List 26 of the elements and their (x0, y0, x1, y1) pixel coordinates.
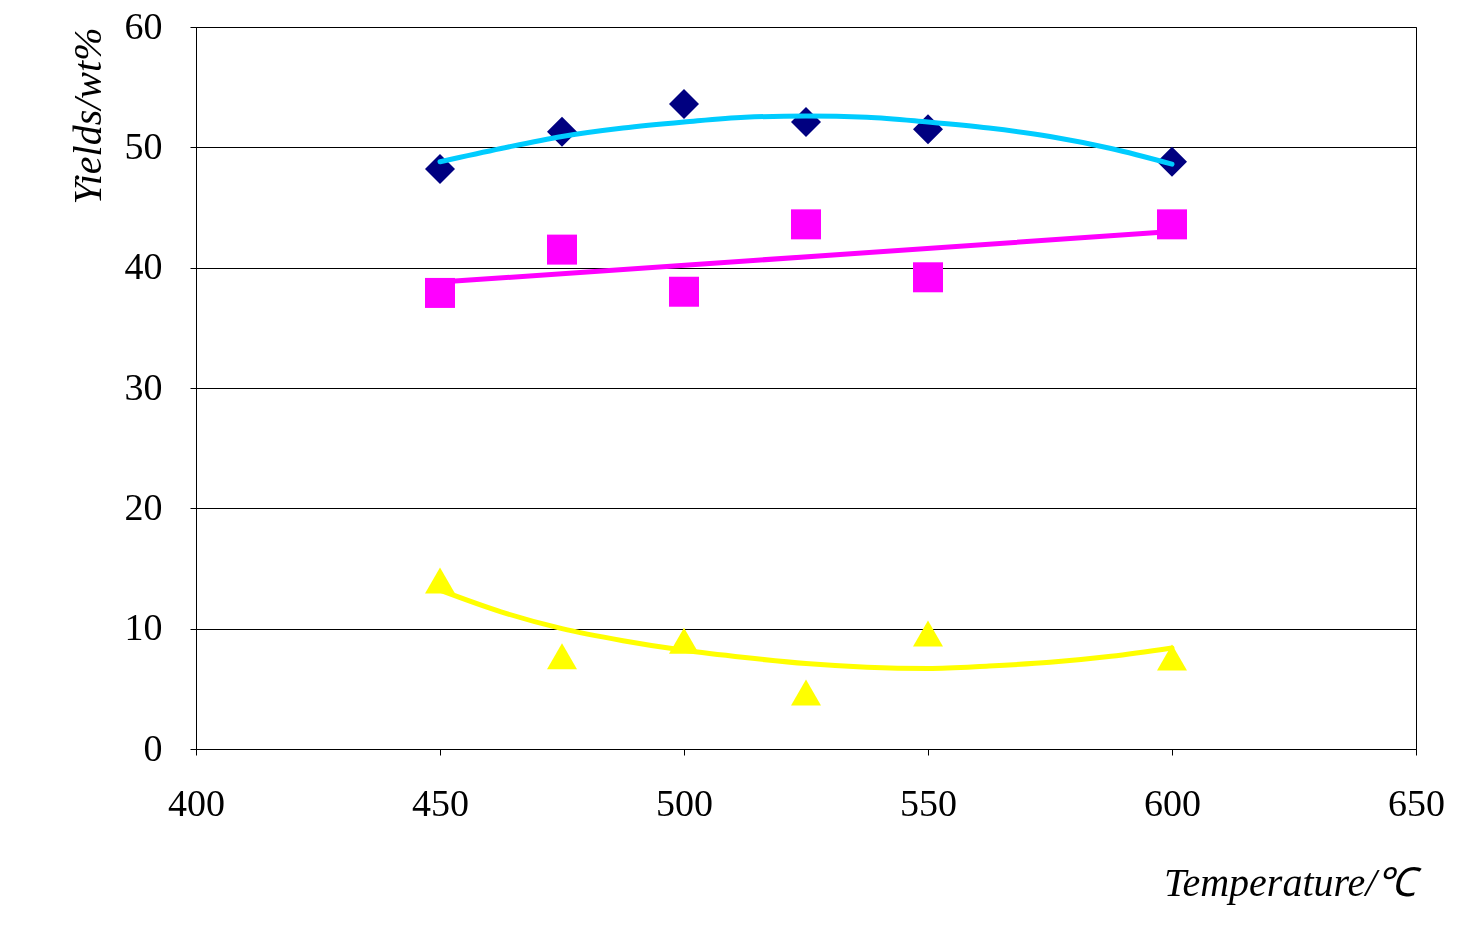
point (791, 679, 821, 706)
point (669, 276, 699, 307)
point (669, 89, 699, 120)
x-tick-label: 650 (1388, 781, 1445, 824)
point (913, 262, 943, 293)
point (425, 153, 455, 184)
point (547, 643, 577, 670)
y-tick-label: 10 (124, 606, 163, 649)
point (913, 620, 943, 647)
point (425, 277, 455, 308)
y-tick-label: 60 (124, 4, 163, 47)
point (791, 209, 821, 240)
y-tick-label: 50 (124, 124, 163, 167)
x-tick-label: 600 (1144, 781, 1201, 824)
y-tick-label: 30 (124, 365, 163, 408)
x-tick-label: 450 (412, 781, 469, 824)
x-tick-label: 500 (656, 781, 713, 824)
x-tick-label: 400 (168, 781, 225, 824)
x-tick-label: 550 (900, 781, 957, 824)
y-tick-label: 40 (124, 245, 163, 288)
y-axis-title: Yields/wt% (64, 27, 110, 205)
x-axis-title: Temperature/℃ (1163, 859, 1423, 905)
y-tick-label: 20 (124, 485, 163, 528)
y-tick-label: 0 (143, 726, 163, 769)
point (547, 234, 577, 265)
point (1157, 209, 1187, 240)
